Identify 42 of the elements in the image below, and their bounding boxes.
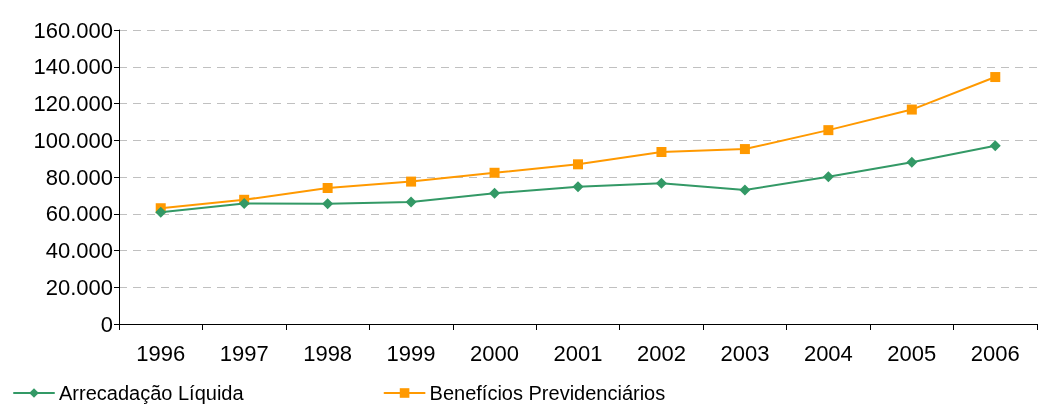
- x-tick-label: 2006: [970, 340, 1020, 366]
- point: [322, 183, 333, 194]
- y-tick-label: 60.000: [45, 201, 113, 227]
- y-tick-label: 0: [100, 311, 113, 337]
- x-tick-label: 2004: [803, 340, 853, 366]
- point: [823, 125, 834, 136]
- point: [155, 206, 167, 218]
- point: [655, 177, 667, 189]
- x-tick-label: 1999: [386, 340, 436, 366]
- x-tick-label: 2005: [887, 340, 937, 366]
- point: [489, 187, 501, 199]
- x-tick-label: 2003: [720, 340, 770, 366]
- point: [656, 147, 667, 158]
- point: [489, 167, 500, 178]
- point: [573, 159, 583, 170]
- point: [989, 140, 1001, 152]
- point: [406, 176, 417, 187]
- point: [322, 198, 334, 210]
- point: [572, 181, 584, 193]
- legend-label: Benefícios Previdenciários: [429, 382, 666, 404]
- y-tick-label: 20.000: [45, 274, 113, 300]
- point: [238, 197, 250, 209]
- y-tick-label: 120.000: [33, 91, 113, 116]
- legend-label: Arrecadação Líquida: [59, 382, 245, 404]
- point: [739, 184, 751, 196]
- x-tick-label: 2000: [470, 340, 520, 366]
- x-tick-label: 1998: [303, 340, 353, 366]
- y-tick-label: 80.000: [45, 164, 113, 190]
- point: [739, 144, 750, 155]
- y-tick-label: 40.000: [45, 238, 113, 263]
- x-tick-label: 1996: [136, 340, 186, 366]
- point: [990, 72, 1001, 83]
- point: [906, 104, 917, 115]
- y-tick-label: 160.000: [33, 17, 113, 43]
- y-tick-label: 100.000: [33, 127, 113, 153]
- point: [405, 196, 417, 208]
- x-tick-label: 2001: [553, 340, 603, 366]
- y-tick-label: 140.000: [33, 54, 113, 80]
- point: [822, 171, 834, 183]
- x-tick-label: 1997: [219, 340, 269, 366]
- x-tick-label: 2002: [636, 340, 686, 366]
- point: [906, 156, 918, 168]
